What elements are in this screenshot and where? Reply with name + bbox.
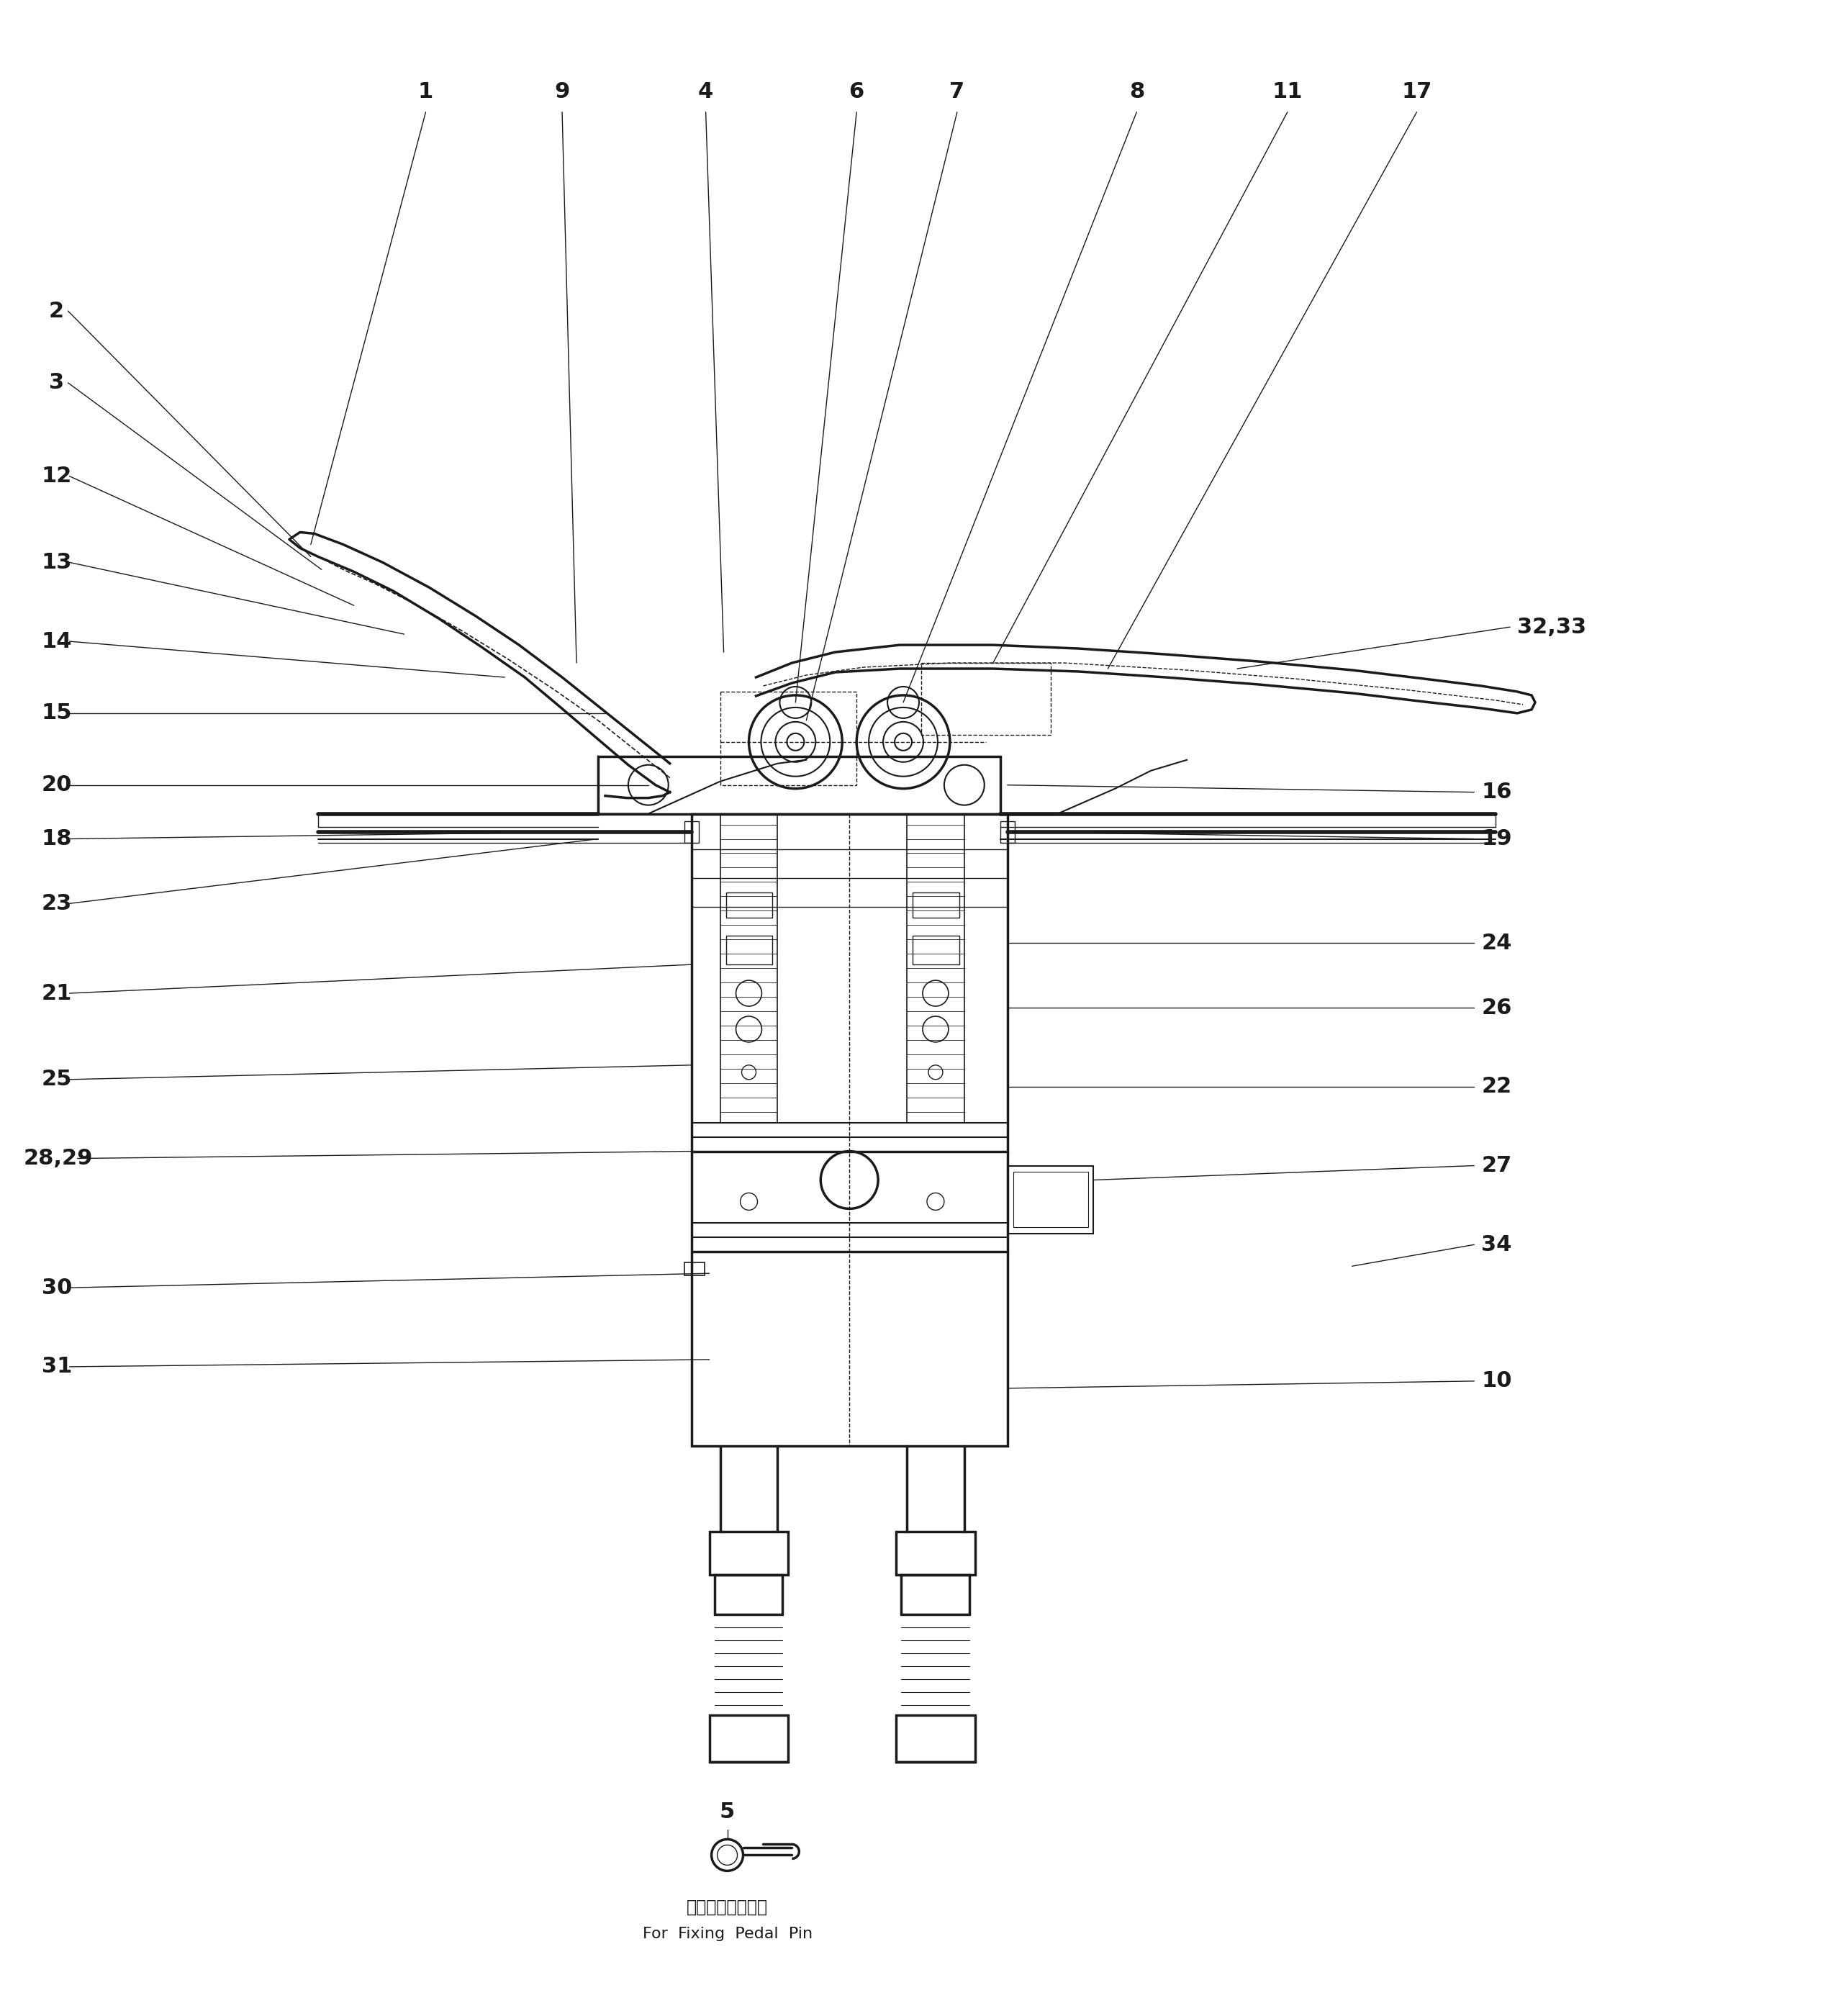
Text: 34: 34 bbox=[1482, 1234, 1511, 1256]
Bar bbox=[901, 1574, 970, 1615]
Text: 16: 16 bbox=[1482, 782, 1511, 802]
Text: 26: 26 bbox=[1482, 998, 1511, 1018]
Bar bbox=[913, 893, 959, 917]
Bar bbox=[897, 1716, 975, 1762]
Text: 13: 13 bbox=[42, 552, 71, 573]
Text: 7: 7 bbox=[950, 81, 964, 103]
Text: For  Fixing  Pedal  Pin: For Fixing Pedal Pin bbox=[642, 1927, 813, 1941]
Text: 23: 23 bbox=[42, 893, 71, 913]
Text: 25: 25 bbox=[42, 1068, 71, 1091]
Bar bbox=[1014, 1171, 1088, 1228]
Text: 32,33: 32,33 bbox=[1517, 617, 1586, 637]
Text: 12: 12 bbox=[42, 466, 71, 486]
Text: 15: 15 bbox=[42, 704, 73, 724]
Text: 22: 22 bbox=[1482, 1077, 1511, 1097]
Text: 3: 3 bbox=[49, 373, 64, 393]
Text: 30: 30 bbox=[42, 1278, 71, 1298]
Text: 21: 21 bbox=[42, 984, 71, 1004]
Bar bbox=[1008, 1165, 1094, 1234]
Bar bbox=[709, 1532, 788, 1574]
Text: 9: 9 bbox=[554, 81, 571, 103]
Text: 6: 6 bbox=[850, 81, 864, 103]
Text: 10: 10 bbox=[1482, 1371, 1511, 1391]
Bar bbox=[715, 1574, 782, 1615]
Bar bbox=[684, 1262, 704, 1276]
Bar bbox=[1001, 821, 1015, 843]
Text: 2: 2 bbox=[49, 300, 64, 321]
Bar bbox=[897, 1532, 975, 1574]
Text: 19: 19 bbox=[1482, 829, 1511, 849]
Bar bbox=[691, 814, 1008, 1445]
Bar bbox=[684, 821, 698, 843]
Bar bbox=[709, 1716, 788, 1762]
Text: 24: 24 bbox=[1482, 933, 1511, 954]
Bar bbox=[598, 756, 1001, 814]
Text: 31: 31 bbox=[42, 1357, 71, 1377]
Text: 14: 14 bbox=[42, 631, 73, 651]
Text: 17: 17 bbox=[1402, 81, 1431, 103]
Text: 18: 18 bbox=[42, 829, 73, 849]
Text: 8: 8 bbox=[1128, 81, 1145, 103]
Text: ペダルピン固定用: ペダルピン固定用 bbox=[687, 1899, 767, 1915]
Text: 11: 11 bbox=[1272, 81, 1303, 103]
Bar bbox=[913, 935, 959, 964]
Text: 1: 1 bbox=[417, 81, 434, 103]
Text: 28,29: 28,29 bbox=[24, 1147, 93, 1169]
Text: 5: 5 bbox=[720, 1802, 735, 1822]
Bar bbox=[726, 893, 773, 917]
Text: 27: 27 bbox=[1482, 1155, 1511, 1175]
Text: 4: 4 bbox=[698, 81, 713, 103]
Bar bbox=[726, 935, 773, 964]
Text: 20: 20 bbox=[42, 774, 71, 796]
Bar bbox=[720, 691, 857, 784]
Bar bbox=[921, 663, 1050, 734]
